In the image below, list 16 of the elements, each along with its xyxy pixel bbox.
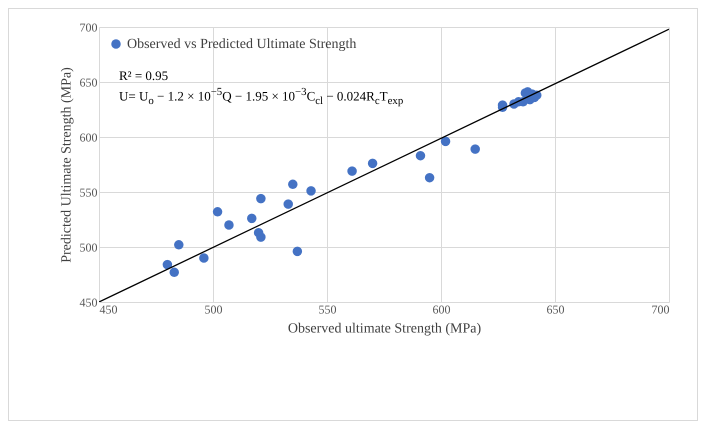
x-tick-label: 700 (652, 302, 670, 316)
y-tick-label: 600 (80, 130, 98, 144)
annotation: R² = 0.95 (119, 67, 170, 84)
y-tick-label: 650 (80, 76, 98, 90)
legend-label: Observed vs Predicted Ultimate Strength (127, 37, 356, 52)
x-tick-label: 550 (318, 302, 336, 316)
y-tick-label: 550 (80, 186, 98, 200)
y-tick-label: 700 (80, 20, 98, 34)
x-tick-label: 600 (432, 302, 450, 316)
x-tick-label: 500 (204, 302, 222, 316)
y-axis-title: Predicted Ultimate Strength (MPa) (60, 66, 74, 263)
x-tick-label: 450 (100, 302, 118, 316)
x-tick-label: 650 (546, 302, 564, 316)
x-axis-title: Observed ultimate Strength (MPa) (288, 322, 482, 336)
text: U= U$_{o}$ − 1.2 × 10$^{−5}$Q − 1.95 × 10$^{−3}$C$_{cl}$ − 0.024R$_{c}$T$_{exp}$ (119, 86, 404, 107)
y-tick-label: 500 (80, 240, 98, 254)
